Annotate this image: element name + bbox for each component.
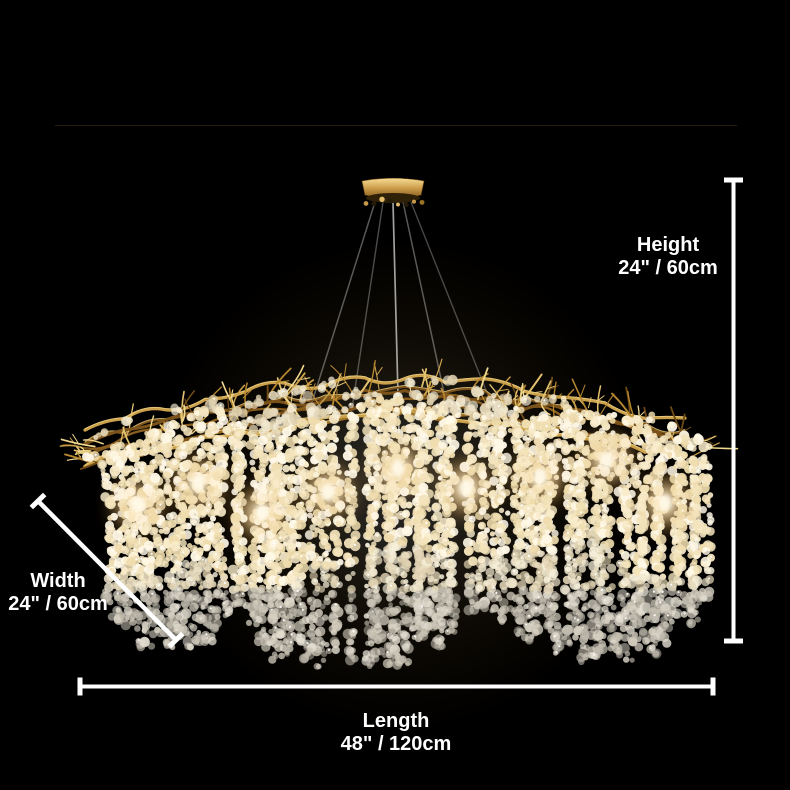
length-label: Length xyxy=(362,710,430,732)
width-dimension-line xyxy=(29,492,185,649)
height-label: Height xyxy=(636,234,700,256)
height-annotation: Height 24" / 60cm xyxy=(618,234,718,280)
height-value: 24" / 60cm xyxy=(618,257,718,279)
height-dimension-line xyxy=(724,177,743,644)
length-value: 48" / 120cm xyxy=(340,733,452,755)
width-value: 24" / 60cm xyxy=(8,593,108,615)
width-annotation: Width 24" / 60cm xyxy=(8,570,108,616)
width-label: Width xyxy=(30,570,86,592)
length-dimension-line xyxy=(77,677,716,696)
length-annotation: Length 48" / 120cm xyxy=(341,710,452,756)
